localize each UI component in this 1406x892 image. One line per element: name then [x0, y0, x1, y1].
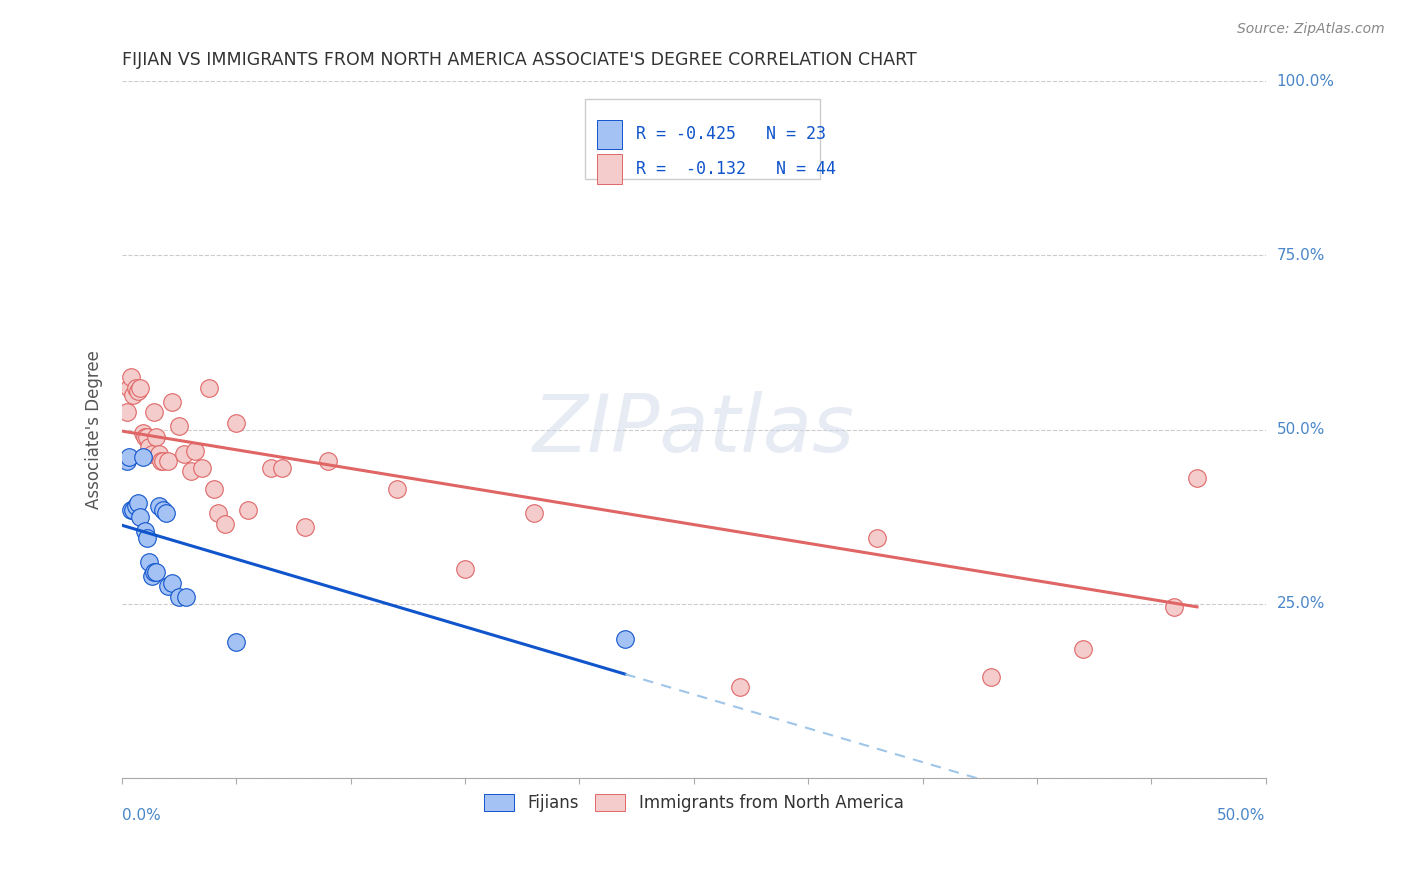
- Point: [127, 384, 149, 399]
- Point: [129, 509, 152, 524]
- Point: [316, 454, 339, 468]
- Point: [134, 524, 156, 538]
- Point: [125, 381, 148, 395]
- Point: [131, 450, 153, 465]
- Point: [149, 454, 172, 468]
- Point: [184, 443, 207, 458]
- Point: [454, 562, 477, 576]
- Point: [260, 461, 283, 475]
- Point: [173, 447, 195, 461]
- Point: [143, 405, 166, 419]
- Point: [152, 454, 174, 468]
- Point: [129, 381, 152, 395]
- Point: [236, 502, 259, 516]
- Point: [728, 681, 751, 695]
- Point: [162, 394, 184, 409]
- Point: [1185, 471, 1208, 485]
- Point: [122, 388, 145, 402]
- Point: [1163, 600, 1185, 615]
- Y-axis label: Associate's Degree: Associate's Degree: [86, 351, 103, 509]
- Point: [866, 531, 889, 545]
- Text: 25.0%: 25.0%: [1277, 596, 1324, 611]
- Point: [115, 454, 138, 468]
- Point: [122, 502, 145, 516]
- Text: 0.0%: 0.0%: [122, 808, 160, 823]
- Point: [225, 416, 247, 430]
- Point: [156, 579, 179, 593]
- Point: [294, 520, 316, 534]
- Point: [614, 632, 637, 646]
- Point: [143, 566, 166, 580]
- Point: [136, 531, 159, 545]
- Text: 50.0%: 50.0%: [1218, 808, 1265, 823]
- Point: [167, 590, 190, 604]
- Point: [155, 506, 177, 520]
- Point: [118, 381, 141, 395]
- Point: [152, 502, 174, 516]
- Text: R = -0.425   N = 23: R = -0.425 N = 23: [636, 125, 825, 144]
- Point: [118, 450, 141, 465]
- Text: R =  -0.132   N = 44: R = -0.132 N = 44: [636, 161, 835, 178]
- Point: [523, 506, 546, 520]
- Point: [980, 670, 1002, 684]
- Point: [271, 461, 294, 475]
- Point: [131, 426, 153, 441]
- FancyBboxPatch shape: [596, 154, 621, 184]
- Point: [138, 440, 160, 454]
- Point: [202, 482, 225, 496]
- Point: [120, 370, 142, 384]
- Point: [127, 496, 149, 510]
- Point: [591, 147, 613, 161]
- FancyBboxPatch shape: [596, 120, 621, 149]
- Point: [198, 381, 221, 395]
- Point: [134, 429, 156, 443]
- Point: [207, 506, 229, 520]
- Point: [120, 502, 142, 516]
- Point: [145, 566, 167, 580]
- Point: [125, 500, 148, 514]
- Text: 50.0%: 50.0%: [1277, 422, 1324, 437]
- Point: [214, 516, 236, 531]
- Point: [141, 447, 163, 461]
- Point: [148, 500, 170, 514]
- Point: [148, 447, 170, 461]
- Point: [385, 482, 408, 496]
- Point: [225, 635, 247, 649]
- Point: [180, 465, 202, 479]
- Text: 100.0%: 100.0%: [1277, 74, 1334, 89]
- Point: [1071, 642, 1094, 657]
- FancyBboxPatch shape: [585, 99, 820, 179]
- Point: [138, 555, 160, 569]
- Point: [156, 454, 179, 468]
- Legend: Fijians, Immigrants from North America: Fijians, Immigrants from North America: [477, 787, 910, 818]
- Point: [174, 590, 197, 604]
- Text: FIJIAN VS IMMIGRANTS FROM NORTH AMERICA ASSOCIATE'S DEGREE CORRELATION CHART: FIJIAN VS IMMIGRANTS FROM NORTH AMERICA …: [122, 51, 917, 69]
- Point: [141, 569, 163, 583]
- Point: [191, 461, 214, 475]
- Text: 75.0%: 75.0%: [1277, 248, 1324, 263]
- Point: [115, 405, 138, 419]
- Text: Source: ZipAtlas.com: Source: ZipAtlas.com: [1237, 22, 1385, 37]
- Point: [162, 575, 184, 590]
- Point: [136, 429, 159, 443]
- Point: [167, 419, 190, 434]
- Point: [145, 429, 167, 443]
- Text: ZIPatlas: ZIPatlas: [533, 391, 855, 468]
